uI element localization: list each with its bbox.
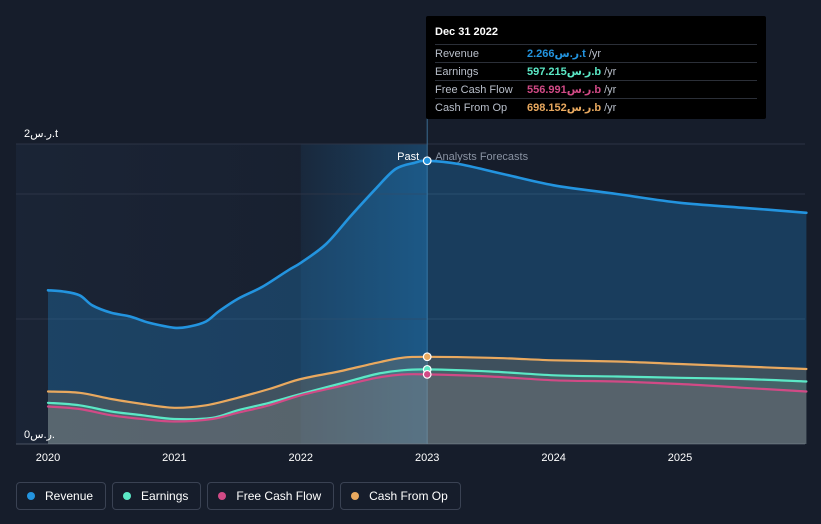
- legend-item-cash-from-op[interactable]: Cash From Op: [340, 482, 461, 510]
- tooltip-row-value: 556.991ر.س.b: [527, 84, 602, 96]
- tooltip-row-revenue: Revenue 2.266ر.س.t /yr: [435, 44, 757, 62]
- line-revenue: [46, 159, 808, 330]
- legend: Revenue Earnings Free Cash Flow Cash Fro…: [16, 482, 461, 510]
- x-tick-label: 2020: [36, 452, 60, 464]
- x-tick-label: 2022: [289, 452, 313, 464]
- x-tick-label: 2024: [541, 452, 565, 464]
- legend-item-earnings[interactable]: Earnings: [112, 482, 202, 510]
- tooltip-row-unit: /yr: [588, 47, 602, 60]
- marker-cash-from-op: [422, 352, 432, 362]
- tooltip-row-unit: /yr: [604, 65, 617, 78]
- area-cash-from-op: [48, 356, 807, 444]
- tooltip-row-name: Cash From Op: [435, 101, 508, 114]
- legend-item-revenue[interactable]: Revenue: [16, 482, 107, 510]
- area-free-cash-flow: [48, 374, 807, 444]
- tooltip-row-value: 2.266ر.س.t: [527, 48, 586, 60]
- area-earnings: [48, 369, 807, 444]
- tooltip-row-name: Earnings: [435, 65, 479, 78]
- x-tick-label: 2025: [668, 452, 692, 464]
- tooltip-row-name: Free Cash Flow: [435, 83, 513, 96]
- legend-dot-icon: [218, 492, 227, 500]
- legend-dot-icon: [123, 492, 132, 500]
- y-axis-label: 2ر.س.t: [24, 128, 58, 140]
- legend-item-free-cash-flow[interactable]: Free Cash Flow: [207, 482, 335, 510]
- line-cash-from-op: [46, 355, 808, 409]
- legend-dot-icon: [351, 492, 360, 500]
- tooltip-row-cash-from-op: Cash From Op 698.152ر.س.b /yr: [435, 98, 757, 116]
- line-free-cash-flow: [46, 372, 808, 423]
- tooltip-row-unit: /yr: [604, 101, 617, 114]
- legend-dot-icon: [27, 492, 35, 500]
- marker-revenue: [422, 156, 432, 166]
- forecast-label: Analysts Forecasts: [435, 151, 528, 163]
- y-axis-label: 0ر.س.: [24, 429, 55, 441]
- area-revenue: [48, 160, 807, 444]
- legend-label: Free Cash Flow: [236, 489, 322, 503]
- x-tick-label: 2023: [415, 452, 439, 464]
- marker-free-cash-flow: [422, 369, 432, 379]
- tooltip-row-unit: /yr: [604, 83, 617, 96]
- tooltip-row-value: 597.215ر.س.b: [527, 66, 602, 78]
- x-tick-label: 2021: [162, 452, 186, 464]
- tooltip: Dec 31 2022 Revenue 2.266ر.س.t /yr Earni…: [426, 16, 766, 119]
- tooltip-row-value: 698.152ر.س.b: [527, 102, 602, 114]
- line-earnings: [46, 368, 808, 421]
- legend-label: Revenue: [45, 489, 94, 503]
- past-label: Past: [397, 151, 419, 163]
- tooltip-date: Dec 31 2022: [435, 26, 498, 38]
- legend-label: Cash From Op: [369, 489, 448, 503]
- tooltip-row-earnings: Earnings 597.215ر.س.b /yr: [435, 62, 757, 80]
- tooltip-row-free-cash-flow: Free Cash Flow 556.991ر.س.b /yr: [435, 80, 757, 98]
- legend-label: Earnings: [141, 489, 189, 503]
- tooltip-row-name: Revenue: [435, 47, 480, 60]
